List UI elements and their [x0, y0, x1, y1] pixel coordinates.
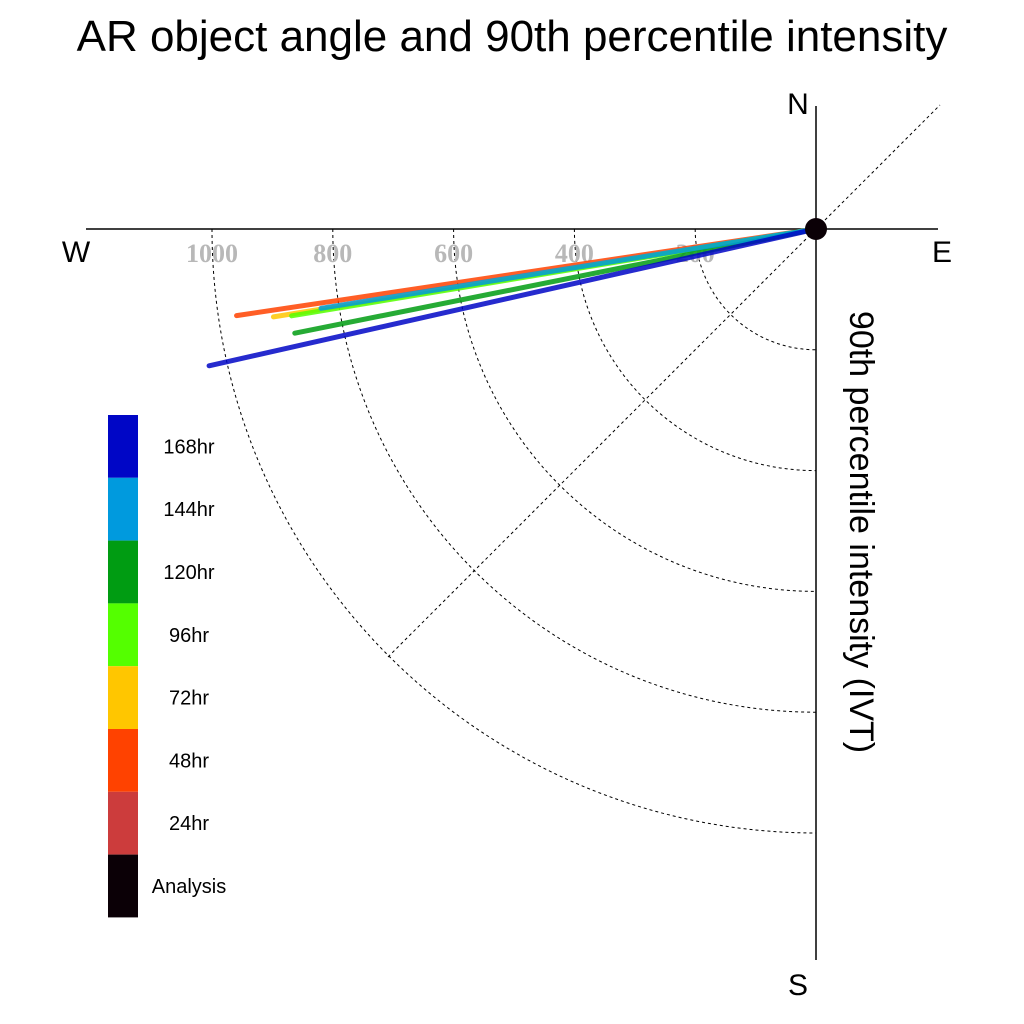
legend-label-120hr: 120hr — [163, 562, 214, 584]
legend: 168hr 144hr 120hr 96hr 72hr 48hr 24hr Analysis — [108, 415, 226, 918]
legend-swatch-analysis — [108, 854, 138, 918]
series-lines — [206, 226, 819, 369]
radial-tick-label-800: 800 — [313, 239, 352, 268]
grid-layer — [211, 104, 941, 834]
origin-marker — [805, 218, 827, 240]
legend-label-72hr: 72hr — [169, 688, 209, 710]
legend-label-168hr: 168hr — [163, 436, 214, 458]
legend-label-96hr: 96hr — [169, 625, 209, 647]
series-line-144hr — [318, 226, 819, 311]
legend-swatch-72hr — [108, 666, 138, 729]
radial-tick-label-1000: 1000 — [186, 239, 238, 268]
chart-title: AR object angle and 90th percentile inte… — [76, 12, 948, 61]
grid-diagonal — [387, 104, 941, 658]
compass-east-label: E — [932, 236, 952, 269]
legend-label-analysis: Analysis — [152, 876, 226, 898]
legend-label-144hr: 144hr — [163, 499, 214, 521]
legend-swatch-120hr — [108, 540, 138, 604]
series-line-168hr — [206, 226, 819, 369]
legend-label-24hr: 24hr — [169, 813, 209, 835]
legend-swatch-144hr — [108, 477, 138, 541]
legend-swatch-48hr — [108, 729, 138, 792]
compass-north-label: N — [787, 88, 809, 121]
grid-arc-1000 — [211, 228, 817, 834]
compass-west-label: W — [62, 236, 91, 269]
legend-label-48hr: 48hr — [169, 750, 209, 772]
y-axis-label: 90th percentile intensity (IVT) — [842, 311, 880, 753]
legend-swatch-24hr — [108, 791, 138, 855]
legend-swatch-168hr — [108, 415, 138, 478]
axes-layer: N E S W — [62, 88, 952, 1002]
legend-swatch-96hr — [108, 603, 138, 667]
radial-tick-label-600: 600 — [434, 239, 473, 268]
compass-south-label: S — [788, 969, 808, 1002]
